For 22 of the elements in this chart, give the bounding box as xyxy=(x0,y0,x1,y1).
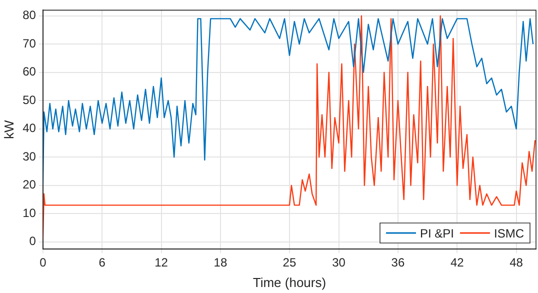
x-tick-label: 36 xyxy=(391,256,405,270)
y-tick-label: 40 xyxy=(22,121,36,136)
x-tick-label: 48 xyxy=(510,256,524,270)
y-axis-title: kW xyxy=(1,119,16,139)
legend-label: PI &PI xyxy=(420,226,454,240)
y-tick-label: 60 xyxy=(22,64,36,79)
x-axis-title: Time (hours) xyxy=(252,274,326,290)
x-tick-label: 18 xyxy=(214,256,228,270)
y-tick-label: 70 xyxy=(22,36,36,50)
y-tick-label: 30 xyxy=(22,149,36,164)
x-tick-label: 30 xyxy=(332,256,346,270)
legend-label: ISMC xyxy=(494,226,524,240)
y-tick-label: 80 xyxy=(22,8,36,22)
x-tick-label: 42 xyxy=(450,256,464,270)
x-tick-label: 25 xyxy=(282,256,296,270)
y-tick-label: 50 xyxy=(22,92,36,107)
y-tick-label: 10 xyxy=(22,206,36,220)
y-tick-label: 0 xyxy=(29,234,36,248)
x-tick-label: 6 xyxy=(98,256,106,270)
x-tick-label: 0 xyxy=(40,256,47,270)
y-tick-label: 20 xyxy=(22,178,36,192)
x-tick-label: 12 xyxy=(154,256,168,270)
